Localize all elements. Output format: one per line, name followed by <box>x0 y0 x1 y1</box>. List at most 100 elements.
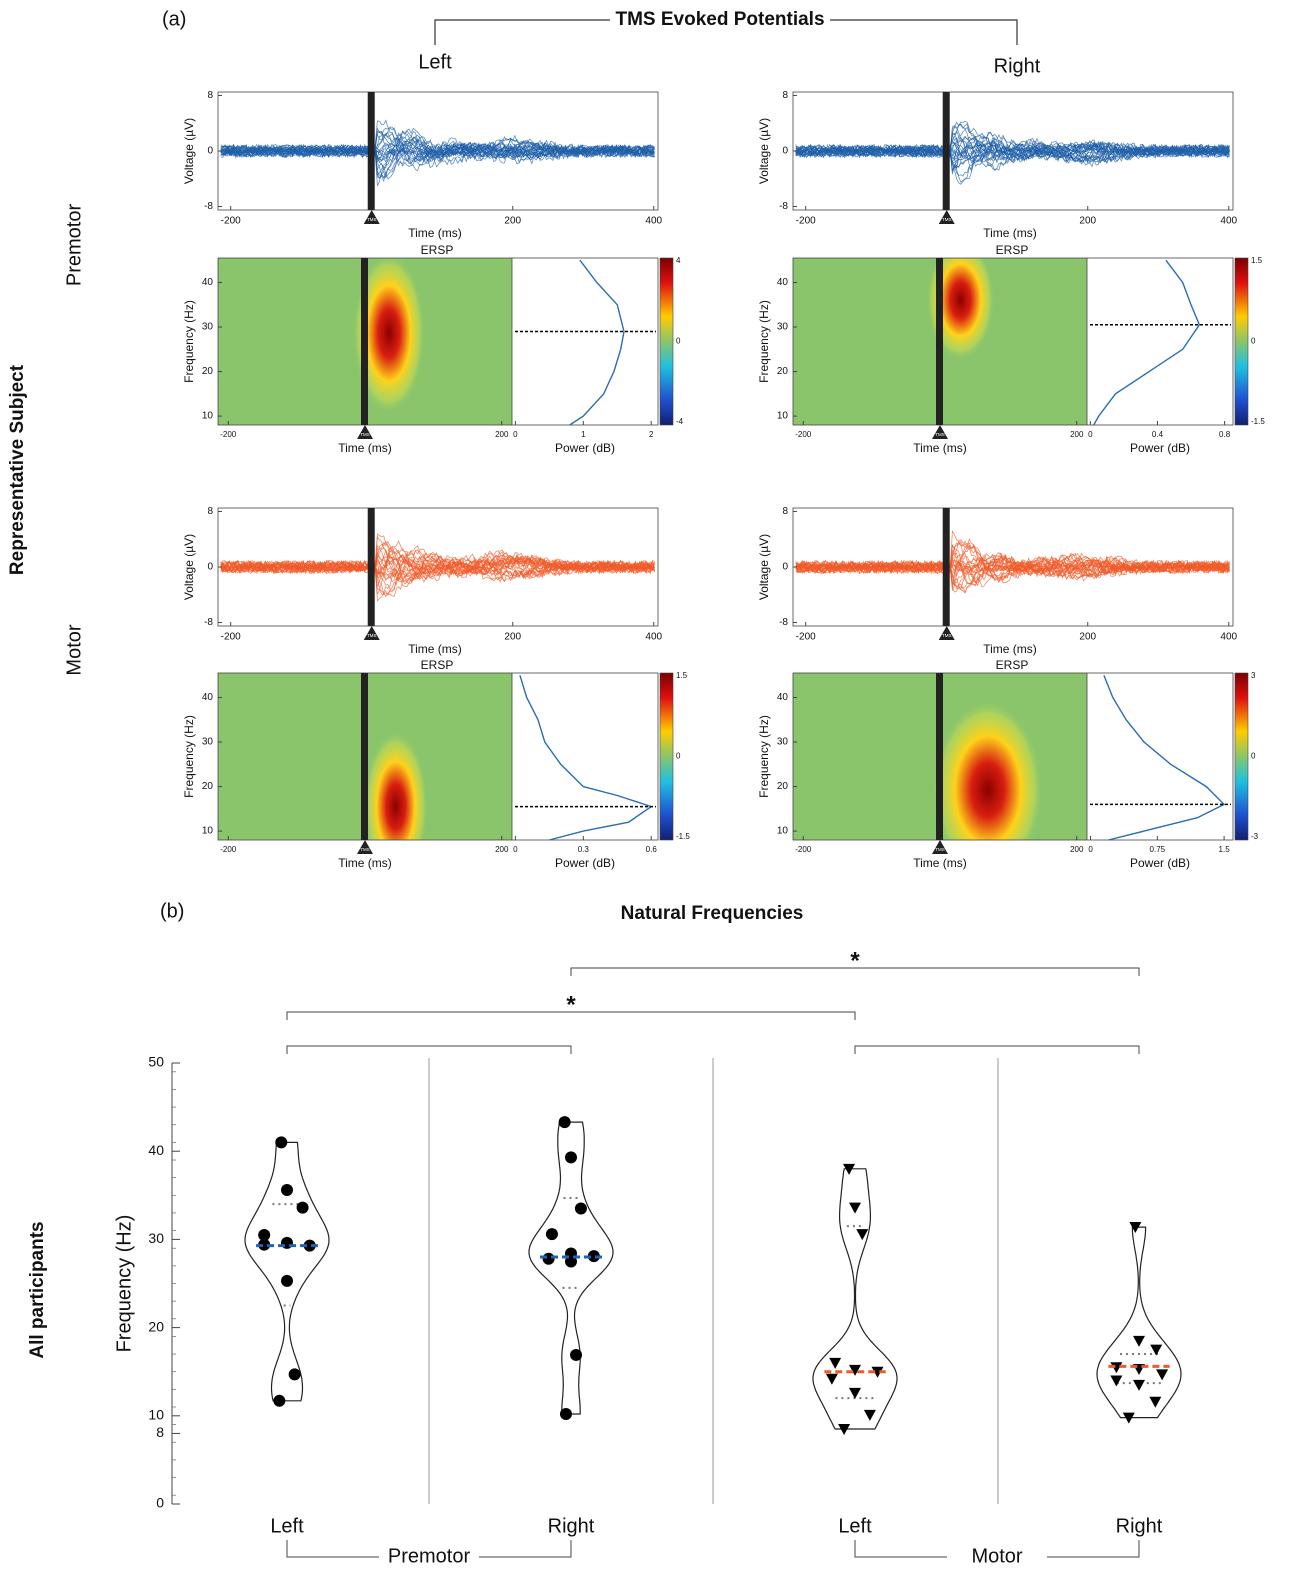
group-bracket <box>286 1540 572 1558</box>
x-tick-label: 200 <box>1070 845 1084 854</box>
y-tick-label: 40 <box>777 277 789 288</box>
heatmap-frame <box>217 257 659 426</box>
y-tick-label: 10 <box>777 411 789 422</box>
x-tick-label: -200 <box>795 430 812 439</box>
data-point <box>574 1202 587 1215</box>
y-axis-label: Voltage (µV) <box>757 118 771 184</box>
x-tick-label: 400 <box>645 216 662 227</box>
colorbar-tick-label: -4 <box>676 417 684 426</box>
violin <box>528 1121 614 1415</box>
y-tick-label: 0 <box>782 146 788 157</box>
heatmap-frame <box>792 257 1234 426</box>
chart-title: ERSP <box>996 243 1029 257</box>
data-point <box>849 1364 861 1376</box>
heat-blob <box>926 258 995 360</box>
significance-bracket <box>286 1011 856 1020</box>
x-axis-label: Time (ms) <box>913 441 967 455</box>
data-point <box>838 1424 851 1436</box>
data-point <box>1133 1335 1145 1347</box>
y-tick-label: 50 <box>148 1054 164 1070</box>
y-tick-label: 8 <box>156 1424 164 1440</box>
tms-marker <box>363 626 380 640</box>
eeg-trace <box>220 132 655 165</box>
colorbar <box>1234 257 1249 426</box>
y-tick-label: 8 <box>782 506 788 517</box>
x-tick-label: 200 <box>1070 430 1084 439</box>
data-point <box>843 1163 856 1175</box>
y-tick-label: 40 <box>202 692 214 703</box>
tms-label: TMS <box>367 633 377 638</box>
panel-label: (b) <box>160 900 184 922</box>
heat-blob <box>363 731 428 840</box>
data-point <box>281 1236 293 1249</box>
x-tick-label: -200 <box>221 632 241 643</box>
y-tick-label: 40 <box>777 692 789 703</box>
colorbar-tick-label: -1.5 <box>1251 417 1265 426</box>
y-tick-label: 30 <box>148 1230 164 1246</box>
x-tick-label: 400 <box>1220 216 1237 227</box>
tms-label: TMS <box>942 217 952 222</box>
colorbar <box>659 672 674 841</box>
group-bracket <box>854 1540 1140 1558</box>
x-axis-label: Power (dB) <box>555 441 615 455</box>
y-tick-label: 30 <box>202 322 214 333</box>
eeg-trace <box>795 557 1230 578</box>
data-point <box>258 1238 271 1251</box>
y-tick-label: 20 <box>202 366 214 377</box>
y-tick-label: 0 <box>207 562 213 573</box>
x-tick-label: -200 <box>220 845 237 854</box>
y-tick-label: 0 <box>782 562 788 573</box>
x-tick-label: 200 <box>504 216 521 227</box>
x-tick-label: 0.6 <box>646 845 658 854</box>
x-tick-label: 200 <box>495 845 509 854</box>
y-tick-label: 8 <box>207 506 213 517</box>
x-axis-label: Power (dB) <box>555 856 615 870</box>
chart-title: ERSP <box>421 243 454 257</box>
eeg-trace <box>220 137 655 163</box>
x-tick-label: 0 <box>513 430 518 439</box>
pair-bracket <box>854 1045 1140 1054</box>
tms-label: TMS <box>935 847 945 852</box>
y-axis-label: Voltage (µV) <box>182 118 196 184</box>
eeg-trace <box>220 554 655 583</box>
heat-blob <box>932 699 1043 840</box>
tms-bar <box>367 508 375 626</box>
tms-bar <box>361 673 368 840</box>
eeg-trace <box>795 134 1230 177</box>
tms-bar <box>942 508 950 626</box>
data-point <box>856 1229 869 1241</box>
violin <box>244 1141 330 1402</box>
x-tick-label: Right <box>548 1515 595 1537</box>
x-tick-label: 2 <box>649 430 654 439</box>
title-bracket <box>434 19 1018 45</box>
y-tick-label: 30 <box>202 737 214 748</box>
power-curve <box>569 259 625 426</box>
x-tick-label: 0 <box>1088 430 1093 439</box>
y-tick-label: 20 <box>148 1318 164 1334</box>
data-point <box>863 1409 876 1421</box>
chart-title: ERSP <box>996 658 1029 672</box>
heatmap-frame <box>217 672 659 841</box>
data-point <box>849 1387 861 1399</box>
tms-marker <box>357 840 373 854</box>
y-tick-label: 30 <box>777 322 789 333</box>
data-point <box>565 1151 577 1164</box>
y-axis-label: Frequency (Hz) <box>757 300 771 383</box>
data-point <box>1149 1396 1162 1408</box>
eeg-trace <box>220 551 655 597</box>
x-tick-label: 0 <box>513 845 518 854</box>
data-point <box>558 1116 571 1129</box>
tms-marker <box>357 425 373 439</box>
x-axis-label: Time (ms) <box>408 226 462 240</box>
x-tick-label: 0.3 <box>578 845 590 854</box>
data-point <box>1150 1344 1163 1356</box>
data-point <box>559 1408 572 1421</box>
chart-title: ERSP <box>421 658 454 672</box>
y-tick-label: 20 <box>202 781 214 792</box>
data-point <box>281 1184 293 1197</box>
group-label: Representative Subject <box>7 364 28 575</box>
eeg-trace <box>795 554 1230 589</box>
data-point <box>1156 1369 1169 1381</box>
y-tick-label: -8 <box>779 617 788 628</box>
colorbar <box>659 257 674 426</box>
